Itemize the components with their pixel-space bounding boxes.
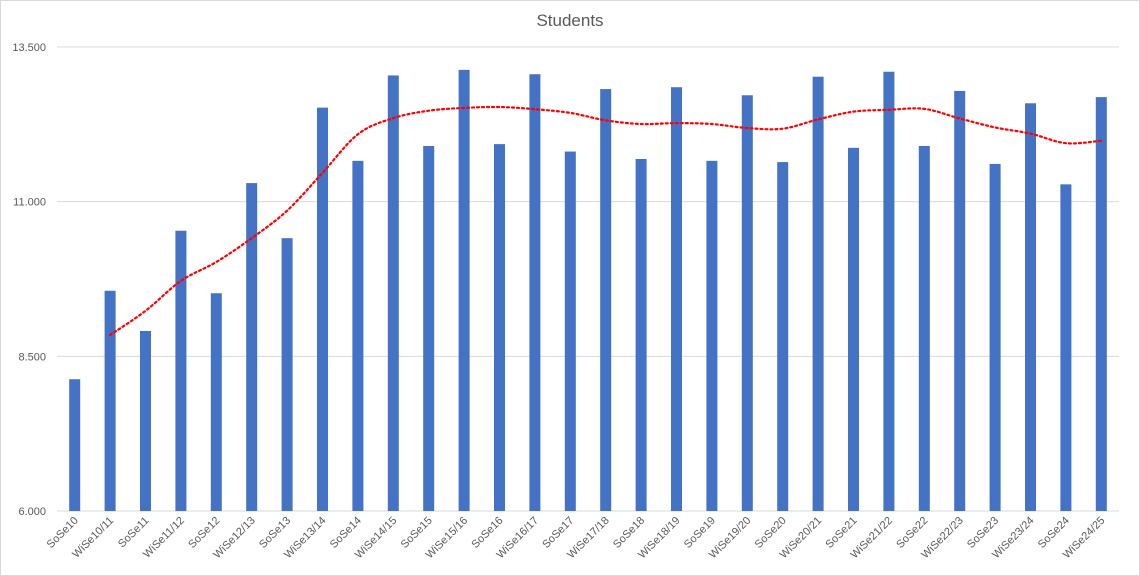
- bar: [175, 230, 187, 511]
- bar: [317, 107, 328, 511]
- bar: [918, 145, 930, 511]
- bar: [848, 147, 859, 512]
- bar: [989, 163, 1001, 512]
- bar: [494, 144, 505, 511]
- bar: [564, 151, 576, 511]
- y-tick-label: 11.000: [13, 197, 46, 209]
- bar: [883, 71, 895, 511]
- bar: [458, 69, 470, 512]
- bar: [423, 145, 435, 511]
- x-tick-label: SoSe16: [469, 515, 505, 551]
- x-tick-label: SoSe22: [894, 515, 930, 551]
- bar: [812, 76, 824, 512]
- bar: [1025, 103, 1036, 511]
- bar: [352, 160, 364, 512]
- bar: [777, 162, 789, 511]
- y-tick-label: 13.500: [12, 42, 46, 54]
- x-tick-label: SoSe24: [1036, 515, 1072, 551]
- bar: [387, 75, 399, 511]
- x-tick-label: SoSe20: [753, 515, 789, 551]
- bar: [635, 158, 647, 511]
- bar: [529, 74, 541, 511]
- bar: [281, 238, 293, 511]
- bars: [69, 69, 1107, 512]
- bar: [671, 87, 682, 512]
- x-tick-label: SoSe15: [399, 515, 435, 551]
- bar: [104, 290, 116, 511]
- bar: [1060, 184, 1072, 511]
- x-tick-label: SoSe11: [116, 515, 152, 551]
- x-tick-label: SoSe12: [186, 515, 222, 551]
- x-tick-label: SoSe23: [965, 515, 1001, 551]
- bar: [1095, 97, 1107, 511]
- bar: [954, 90, 966, 512]
- y-tick-label: 6.000: [18, 506, 46, 518]
- x-tick-label: SoSe14: [328, 515, 364, 551]
- x-tick-label: SoSe17: [540, 515, 576, 551]
- bar: [69, 379, 81, 511]
- bar: [246, 183, 258, 511]
- bar: [140, 330, 151, 511]
- y-tick-label: 8.500: [18, 351, 46, 363]
- bar: [741, 95, 753, 512]
- gridlines: [57, 46, 1119, 512]
- bar: [600, 89, 612, 511]
- chart-title: Students: [536, 11, 604, 30]
- bar: [706, 160, 718, 512]
- y-axis-ticks: 6.000 8.500 11.000 13.500: [12, 42, 46, 518]
- trendline: [109, 105, 1103, 337]
- x-tick-label: SoSe10: [45, 515, 81, 551]
- x-tick-label: SoSe13: [257, 515, 293, 551]
- trendline-series: [109, 105, 1103, 337]
- bar: [210, 293, 222, 511]
- x-tick-label: SoSe19: [682, 515, 718, 551]
- x-tick-label: SoSe21: [823, 515, 859, 551]
- x-tick-label: SoSe18: [611, 515, 647, 551]
